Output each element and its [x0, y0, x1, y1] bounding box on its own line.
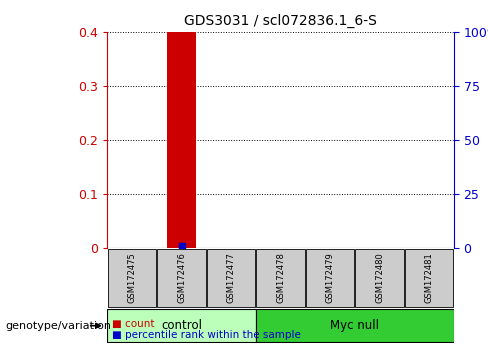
Text: ■ count: ■ count — [112, 319, 155, 329]
Text: GSM172481: GSM172481 — [425, 252, 434, 303]
Text: control: control — [161, 319, 202, 332]
FancyBboxPatch shape — [306, 249, 354, 307]
Title: GDS3031 / scl072836.1_6-S: GDS3031 / scl072836.1_6-S — [184, 14, 377, 28]
Text: GSM172477: GSM172477 — [226, 252, 236, 303]
Text: genotype/variation: genotype/variation — [5, 321, 111, 331]
FancyBboxPatch shape — [405, 249, 453, 307]
Text: GSM172480: GSM172480 — [375, 252, 384, 303]
FancyBboxPatch shape — [107, 309, 256, 342]
FancyBboxPatch shape — [355, 249, 404, 307]
Text: Myc null: Myc null — [330, 319, 379, 332]
Text: GSM172479: GSM172479 — [325, 252, 335, 303]
Text: GSM172478: GSM172478 — [276, 252, 285, 303]
FancyBboxPatch shape — [256, 249, 305, 307]
FancyBboxPatch shape — [207, 249, 255, 307]
Text: GSM172475: GSM172475 — [127, 252, 137, 303]
Text: GSM172476: GSM172476 — [177, 252, 186, 303]
FancyBboxPatch shape — [108, 249, 156, 307]
FancyBboxPatch shape — [256, 309, 454, 342]
Text: ■ percentile rank within the sample: ■ percentile rank within the sample — [112, 330, 301, 339]
Bar — [167, 32, 197, 248]
FancyBboxPatch shape — [157, 249, 206, 307]
